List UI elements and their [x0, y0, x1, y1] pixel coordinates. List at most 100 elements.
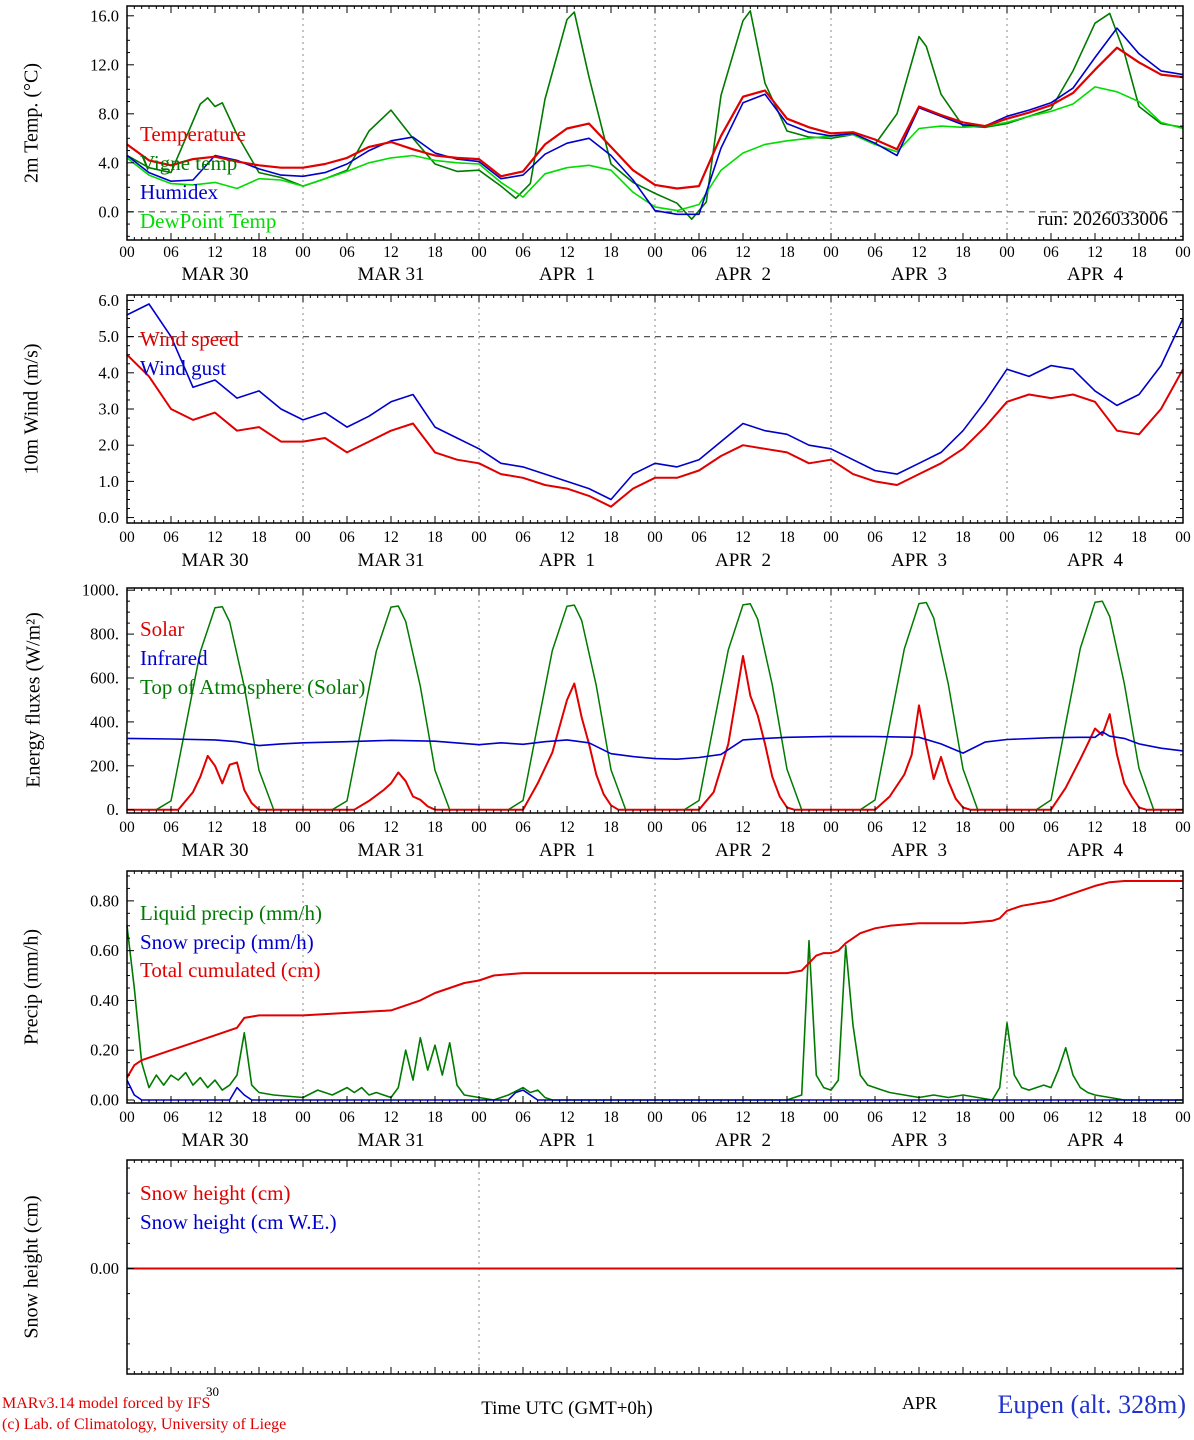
legend-wind-gust: Wind gust	[140, 356, 227, 380]
day-label: APR 2	[715, 1130, 771, 1151]
series-total-cumulated	[126, 880, 1183, 1079]
x-tick-label: 18	[427, 529, 443, 546]
y-tick-label: 0.60	[90, 941, 119, 960]
stray-month-label: APR	[902, 1393, 938, 1413]
x-tick-label: 06	[163, 819, 179, 836]
x-tick-label: 12	[1087, 244, 1103, 261]
x-tick-label: 12	[207, 529, 223, 546]
series-wind-gust	[126, 303, 1184, 501]
y-axis-title-precip: Precip (mm/h)	[20, 928, 43, 1046]
series-temperature	[126, 46, 1184, 190]
y-tick-label: 0.	[107, 800, 119, 819]
legend-dewpoint: DewPoint Temp	[140, 209, 277, 233]
x-tick-label: 12	[559, 529, 575, 546]
day-label: MAR 31	[357, 840, 424, 861]
panel-2: 1000.800.600.400.200.0.00 06 12 18 00 06 12 18 0…	[82, 581, 1191, 861]
y-tick-label: 600.	[90, 669, 119, 688]
day-label: APR 1	[539, 264, 595, 285]
x-tick-label: 00	[647, 1109, 663, 1126]
x-tick-label: 00	[999, 529, 1015, 546]
y-tick-label: 0.00	[90, 1259, 119, 1278]
x-tick-label: 18	[779, 244, 795, 261]
x-tick-label: 18	[251, 1109, 267, 1126]
y-tick-label: 0.40	[90, 991, 119, 1010]
day-label: APR 4	[1067, 264, 1123, 285]
x-tick-label: 00	[823, 244, 839, 261]
x-tick-label: 12	[383, 1109, 399, 1126]
legend-temperature: Temperature	[140, 122, 246, 146]
day-label: APR 4	[1067, 840, 1123, 861]
x-tick-label: 18	[251, 529, 267, 546]
y-tick-label: 1.0	[98, 472, 119, 491]
series-humidex	[126, 27, 1184, 216]
x-tick-label: 18	[955, 244, 971, 261]
x-tick-label: 12	[383, 819, 399, 836]
x-tick-label: 00	[119, 529, 135, 546]
legend-toa: Top of Atmosphere (Solar)	[140, 675, 366, 699]
x-tick-label: 06	[867, 529, 883, 546]
x-tick-label: 18	[1131, 529, 1147, 546]
legend-total-cumulated: Total cumulated (cm)	[140, 958, 321, 982]
series-liquid-precip	[126, 925, 1183, 1101]
y-axis-title-wind: 10m Wind (m/s)	[20, 343, 43, 475]
x-tick-label: 00	[1175, 529, 1191, 546]
x-tick-label: 18	[427, 1109, 443, 1126]
x-tick-label: 12	[911, 529, 927, 546]
x-tick-label: 00	[647, 819, 663, 836]
x-tick-label: 18	[1131, 244, 1147, 261]
x-tick-label: 00	[999, 1109, 1015, 1126]
day-label: APR 2	[715, 550, 771, 571]
x-tick-label: 12	[735, 819, 751, 836]
x-tick-label: 00	[1175, 1109, 1191, 1126]
x-tick-label: 12	[1087, 1109, 1103, 1126]
x-tick-label: 06	[1043, 1109, 1059, 1126]
x-tick-label: 06	[691, 819, 707, 836]
x-tick-label: 06	[691, 244, 707, 261]
x-tick-label: 12	[911, 244, 927, 261]
x-tick-label: 06	[339, 529, 355, 546]
legend-snow-precip: Snow precip (mm/h)	[140, 930, 314, 954]
x-tick-label: 00	[295, 819, 311, 836]
x-tick-label: 12	[207, 819, 223, 836]
x-tick-label: 06	[515, 529, 531, 546]
run-label: run: 2026033006	[1037, 209, 1168, 230]
x-tick-label: 06	[691, 1109, 707, 1126]
x-tick-label: 00	[647, 244, 663, 261]
x-tick-label: 06	[515, 1109, 531, 1126]
y-tick-label: 800.	[90, 625, 119, 644]
x-tick-label: 18	[603, 244, 619, 261]
x-tick-label: 12	[911, 1109, 927, 1126]
x-tick-label: 06	[339, 1109, 355, 1126]
legend-liquid-precip: Liquid precip (mm/h)	[140, 901, 322, 925]
day-label: MAR 30	[181, 840, 248, 861]
x-tick-label: 00	[295, 244, 311, 261]
series-vigne-temp	[126, 10, 1184, 220]
y-tick-label: 0.0	[98, 202, 119, 221]
x-tick-label: 12	[559, 1109, 575, 1126]
y-tick-label: 2.0	[98, 436, 119, 455]
x-tick-label: 12	[383, 529, 399, 546]
day-label: APR 3	[891, 264, 947, 285]
x-tick-label: 06	[515, 244, 531, 261]
x-tick-label: 12	[1087, 819, 1103, 836]
y-tick-label: 4.0	[98, 363, 119, 382]
x-tick-label: 12	[559, 819, 575, 836]
x-tick-label: 18	[427, 244, 443, 261]
series-infrared	[126, 730, 1184, 761]
x-tick-label: 18	[603, 1109, 619, 1126]
panel-1: 6.05.04.03.02.01.00.000 06 12 18 00 06 12 18 00 0…	[98, 291, 1191, 571]
x-tick-label: 12	[207, 1109, 223, 1126]
series-dewpoint-temp	[126, 86, 1184, 212]
x-tick-label: 18	[1131, 1109, 1147, 1126]
x-tick-label: 00	[999, 819, 1015, 836]
day-label: MAR 30	[181, 550, 248, 571]
x-tick-label: 00	[471, 1109, 487, 1126]
day-label: MAR 31	[357, 1130, 424, 1151]
x-tick-label: 00	[647, 529, 663, 546]
y-tick-label: 0.80	[90, 891, 119, 910]
legend-infrared: Infrared	[140, 646, 208, 670]
x-tick-label: 06	[339, 819, 355, 836]
model-credit-line2: (c) Lab. of Climatology, University of L…	[2, 1416, 287, 1433]
x-tick-label: 18	[251, 819, 267, 836]
